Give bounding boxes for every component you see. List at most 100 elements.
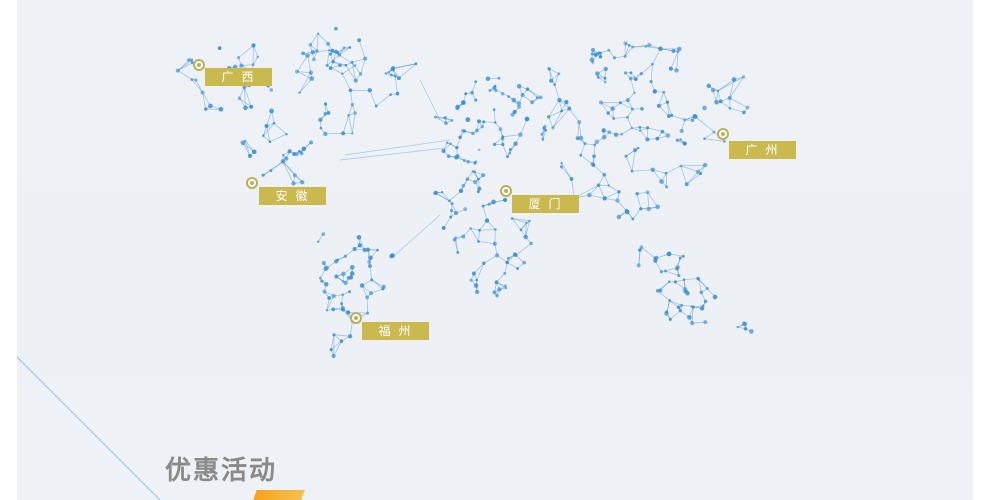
network-link	[569, 108, 580, 123]
network-node	[477, 240, 480, 243]
network-node	[623, 71, 627, 75]
network-node	[281, 153, 285, 157]
network-node	[477, 148, 481, 151]
network-node	[596, 75, 600, 79]
network-node	[564, 100, 569, 105]
network-link	[507, 262, 518, 269]
network-link	[482, 205, 488, 221]
network-node	[370, 278, 374, 282]
network-node	[678, 256, 682, 260]
network-link	[520, 222, 527, 231]
network-node	[578, 135, 584, 141]
network-node	[350, 102, 355, 107]
network-link	[717, 79, 735, 92]
network-node	[190, 78, 194, 81]
network-node	[474, 98, 478, 102]
network-node	[560, 109, 564, 113]
network-node	[455, 154, 460, 159]
network-node	[583, 142, 587, 146]
network-node	[703, 299, 708, 304]
network-node	[310, 49, 316, 55]
network-node	[682, 278, 686, 281]
network-link	[262, 123, 275, 137]
network-link	[351, 58, 366, 63]
network-node	[492, 290, 497, 295]
network-node	[236, 56, 241, 60]
network-node	[341, 280, 345, 283]
network-link	[666, 101, 673, 116]
network-node	[331, 293, 336, 299]
network-node	[323, 131, 328, 137]
network-node	[525, 221, 528, 225]
network-node	[677, 274, 681, 278]
network-link	[686, 171, 699, 185]
city-label-xiamen[interactable]: 厦门	[512, 195, 579, 213]
network-link	[584, 143, 595, 146]
network-node	[659, 179, 664, 184]
city-label-guangzhou[interactable]: 广州	[729, 141, 796, 159]
network-link	[670, 51, 679, 69]
network-node	[488, 89, 492, 92]
network-node	[452, 237, 457, 242]
network-node	[645, 190, 650, 195]
network-link	[647, 127, 663, 132]
network-link	[269, 133, 287, 143]
network-link	[177, 59, 190, 71]
network-link	[243, 87, 252, 107]
network-link	[326, 295, 335, 311]
network-node	[517, 104, 522, 109]
network-link	[647, 192, 650, 210]
network-link	[598, 185, 606, 199]
network-link	[242, 142, 255, 153]
city-label-guangxi[interactable]: 广西	[205, 68, 272, 86]
network-link	[360, 58, 366, 75]
network-link	[692, 321, 706, 324]
network-node	[602, 196, 607, 201]
network-link	[297, 71, 311, 74]
network-node	[673, 280, 677, 284]
network-node	[630, 126, 634, 130]
network-node	[320, 279, 324, 283]
network-node	[441, 226, 446, 230]
network-link	[443, 216, 452, 229]
network-link	[177, 70, 193, 80]
network-node	[474, 80, 478, 84]
network-nodes	[175, 26, 754, 359]
network-node	[682, 286, 688, 292]
network-node	[316, 32, 320, 35]
network-link	[473, 262, 485, 274]
network-node	[682, 141, 687, 146]
network-node	[602, 172, 607, 177]
network-node	[316, 240, 320, 243]
network-link	[470, 228, 479, 242]
network-link	[659, 281, 670, 291]
network-link	[239, 97, 252, 108]
network-node	[312, 57, 316, 62]
network-link	[624, 46, 634, 57]
network-node	[589, 57, 595, 63]
guangxi-marker-icon	[193, 59, 205, 71]
network-node	[365, 295, 370, 300]
network-node	[309, 76, 315, 81]
network-node	[728, 106, 732, 110]
network-node	[541, 138, 545, 141]
network-node	[487, 202, 492, 207]
network-link	[691, 307, 694, 324]
city-label-anhui[interactable]: 安徽	[259, 187, 326, 205]
network-node	[358, 72, 363, 76]
network-node	[272, 121, 276, 125]
network-node	[553, 83, 557, 87]
network-node	[639, 207, 643, 211]
network-link	[310, 33, 319, 46]
network-node	[325, 309, 329, 312]
guangzhou-marker-icon	[717, 128, 729, 140]
promotion-title: 优惠活动	[165, 456, 278, 486]
network-link	[515, 243, 532, 256]
network-link	[435, 192, 450, 202]
network-node	[493, 228, 497, 231]
network-node	[284, 156, 289, 161]
network-node	[560, 161, 563, 165]
network-node	[445, 141, 449, 144]
city-label-fuzhou[interactable]: 福州	[362, 322, 429, 340]
network-link	[282, 161, 294, 184]
